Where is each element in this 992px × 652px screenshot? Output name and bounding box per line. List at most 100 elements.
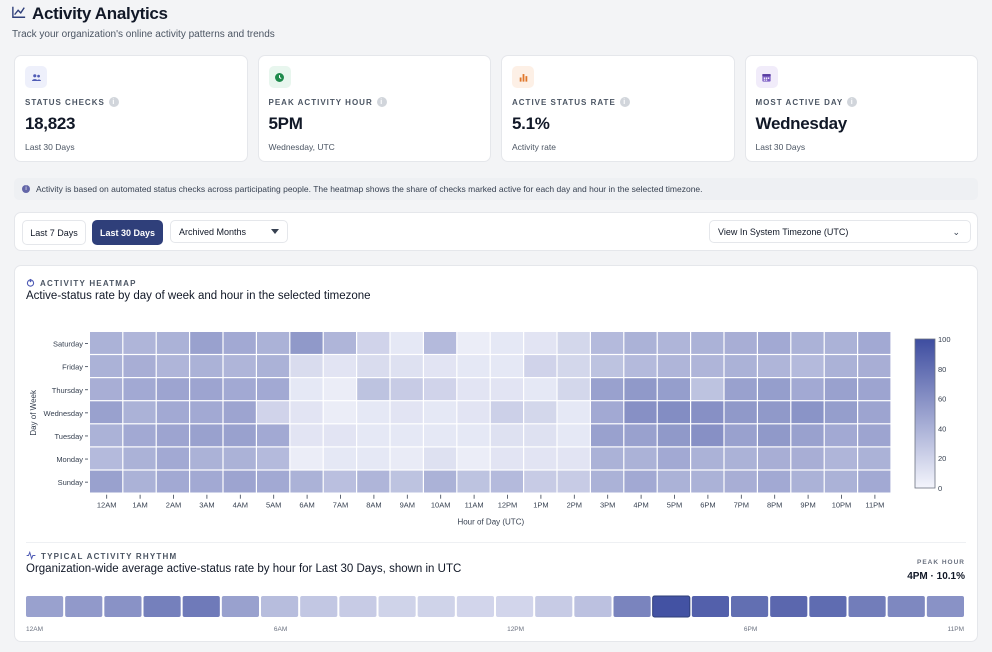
heatmap-cell <box>724 470 757 493</box>
info-icon[interactable]: i <box>619 97 630 107</box>
colorbar <box>914 338 936 489</box>
info-icon[interactable]: i <box>376 97 387 107</box>
heatmap-cell <box>90 378 123 401</box>
page-header: Activity Analytics Track your organizati… <box>12 4 275 40</box>
heatmap-title: Active-status rate by day of week and ho… <box>26 290 371 302</box>
rhythm-cell <box>496 596 534 617</box>
rhythm-cell <box>339 596 377 617</box>
range-last-7-days-button[interactable]: Last 7 Days <box>22 220 86 245</box>
card-subtext: Last 30 Days <box>25 142 75 152</box>
heatmap-cell <box>190 332 223 354</box>
card-label: ACTIVE STATUS RATE <box>512 97 616 107</box>
archived-months-select[interactable]: Archived Months <box>170 220 288 243</box>
pulse-icon <box>26 550 36 562</box>
heatmap-cell <box>290 355 323 377</box>
range-last-30-days-button[interactable]: Last 30 Days <box>92 220 163 245</box>
heatmap-cell <box>490 332 523 354</box>
heatmap-cell <box>323 401 356 424</box>
heatmap-cell <box>390 424 423 447</box>
heatmap-cell <box>323 332 356 354</box>
y-tick-label: Thursday <box>52 386 84 395</box>
x-tick-label: 11AM <box>465 501 484 510</box>
heatmap-cell <box>691 424 724 447</box>
heatmap-kicker: ACTIVITY HEATMAP <box>26 278 137 289</box>
colorbar-tick-label: 40 <box>938 424 946 433</box>
x-axis-label: Hour of Day (UTC) <box>457 518 524 527</box>
heatmap-cell <box>490 470 523 493</box>
y-tick-label: Saturday <box>53 340 83 349</box>
caret-down-icon <box>271 229 279 234</box>
calendar-icon <box>755 66 778 88</box>
stat-card-status-checks: STATUS CHECKS i 18,823 Last 30 Days <box>14 55 248 162</box>
heatmap-cell <box>156 332 189 354</box>
rhythm-kicker-label: TYPICAL ACTIVITY RHYTHM <box>41 552 178 561</box>
x-tick-label: 2AM <box>166 501 181 510</box>
heatmap-cell <box>190 355 223 377</box>
heatmap-cell <box>123 447 156 470</box>
timezone-label: View In System Timezone (UTC) <box>718 226 849 237</box>
x-tick-label: 10AM <box>431 501 451 510</box>
heatmap-cell <box>257 470 290 493</box>
colorbar-tick-label: 60 <box>938 395 946 404</box>
hand-icon <box>26 278 35 289</box>
y-tick-label: Wednesday <box>44 409 84 418</box>
heatmap-cell <box>257 447 290 470</box>
stat-card-peak-hour: PEAK ACTIVITY HOUR i 5PM Wednesday, UTC <box>257 55 491 162</box>
rhythm-tick-label: 12AM <box>26 626 43 633</box>
y-tick-label: Sunday <box>58 478 84 487</box>
heatmap-cell <box>624 378 657 401</box>
heatmap-cell <box>557 447 590 470</box>
heatmap-cell <box>357 378 390 401</box>
heatmap-cell <box>156 355 189 377</box>
heatmap-cell <box>156 424 189 447</box>
heatmap-cell <box>290 447 323 470</box>
heatmap-cell <box>390 355 423 377</box>
rhythm-cell <box>770 596 808 617</box>
activity-rhythm-strip: 12AM 6AM 12PM 6PM 11PM <box>26 595 965 633</box>
info-icon[interactable]: i <box>847 97 858 107</box>
heatmap-cell <box>858 424 891 447</box>
rhythm-kicker: TYPICAL ACTIVITY RHYTHM <box>26 550 178 562</box>
heatmap-cell <box>457 447 490 470</box>
rhythm-tick-label: 12PM <box>507 626 524 633</box>
page-title: Activity Analytics <box>32 4 168 23</box>
rhythm-cell <box>143 596 181 617</box>
heatmap-cell <box>657 470 690 493</box>
heatmap-cell <box>591 332 624 354</box>
colorbar-tick-label: 0 <box>938 484 942 493</box>
heatmap-cell <box>824 332 857 354</box>
heatmap-cell <box>123 332 156 354</box>
heatmap-cell <box>758 470 791 493</box>
rhythm-cell <box>417 596 455 617</box>
heatmap-cell <box>724 424 757 447</box>
heatmap-cell <box>223 424 256 447</box>
card-subtext: Activity rate <box>512 142 556 152</box>
peak-hour-label: PEAK HOUR <box>916 559 965 566</box>
heatmap-cell <box>524 470 557 493</box>
rhythm-tick-label: 11PM <box>948 626 965 633</box>
heatmap-kicker-label: ACTIVITY HEATMAP <box>40 279 137 288</box>
heatmap-cell <box>657 378 690 401</box>
heatmap-cell <box>223 470 256 493</box>
heatmap-cell <box>591 470 624 493</box>
stat-card-active-day: MOST ACTIVE DAY i Wednesday Last 30 Days <box>744 55 978 162</box>
rhythm-tick-label: 6AM <box>274 626 287 633</box>
heatmap-cell <box>858 447 891 470</box>
x-tick-label: 9AM <box>400 501 415 510</box>
heatmap-cell <box>390 401 423 424</box>
heatmap-cell <box>90 447 123 470</box>
heatmap-cell <box>624 355 657 377</box>
heatmap-cell <box>724 401 757 424</box>
card-value: 18,823 <box>25 114 76 133</box>
x-tick-label: 1PM <box>533 501 548 510</box>
info-icon[interactable]: i <box>108 97 119 107</box>
heatmap-cell <box>190 378 223 401</box>
rhythm-cell <box>26 596 64 617</box>
heatmap-cell <box>824 378 857 401</box>
x-tick-label: 10PM <box>832 501 852 510</box>
heatmap-cell <box>657 424 690 447</box>
heatmap-cell <box>524 355 557 377</box>
timezone-select[interactable]: View In System Timezone (UTC) ⌄ <box>709 220 971 243</box>
heatmap-cell <box>691 470 724 493</box>
heatmap-cell <box>824 401 857 424</box>
